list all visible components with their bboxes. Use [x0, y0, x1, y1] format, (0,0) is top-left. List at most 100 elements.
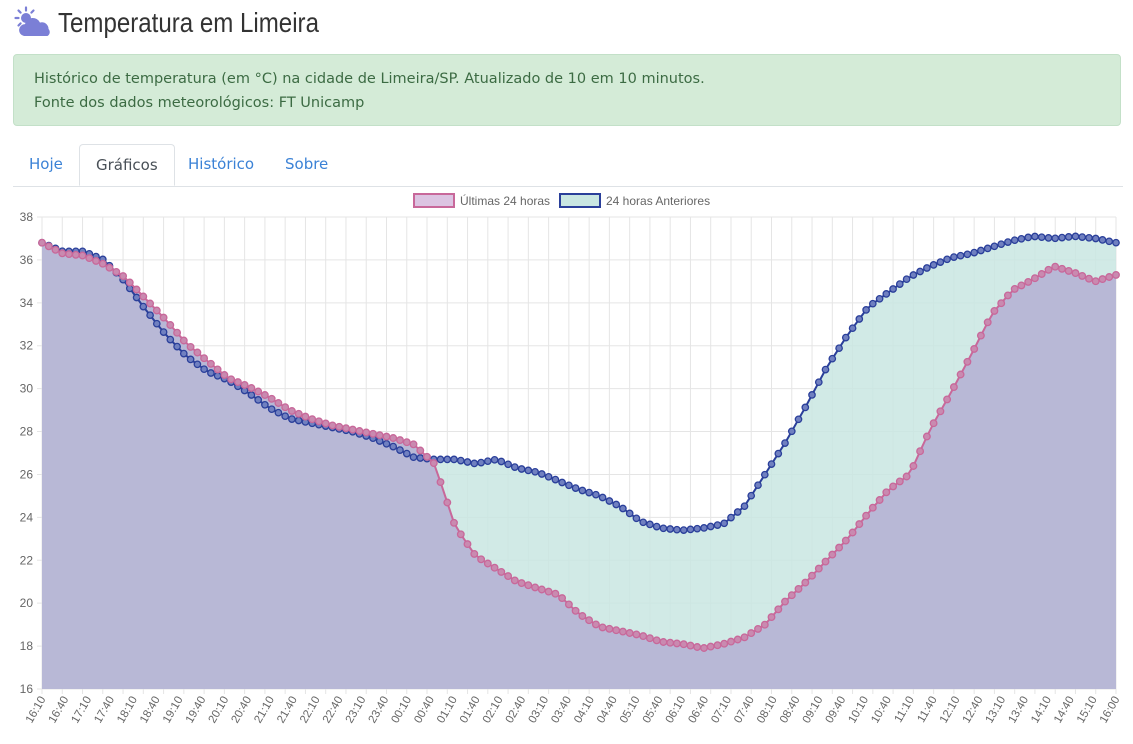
tab-historico[interactable]: Histórico [188, 155, 255, 173]
data-point [916, 447, 925, 456]
data-point [85, 254, 94, 263]
data-point [200, 365, 208, 374]
data-point [402, 449, 411, 458]
data-point [1098, 275, 1107, 284]
data-point [132, 293, 141, 302]
data-point [922, 432, 931, 441]
x-tick-label: 11:10 [893, 695, 917, 725]
data-point [1085, 274, 1093, 283]
y-tick-label: 38 [20, 210, 34, 224]
data-point [65, 250, 73, 259]
data-point [497, 457, 506, 466]
data-point [808, 391, 816, 399]
data-point [821, 557, 830, 566]
x-tick-label: 22:40 [321, 695, 346, 726]
x-tick-label: 18:40 [138, 695, 163, 726]
data-point [152, 306, 161, 315]
data-point [1091, 277, 1100, 286]
data-point [970, 344, 979, 353]
data-point [274, 408, 283, 417]
data-point [916, 267, 924, 276]
data-point [240, 380, 249, 389]
data-point [78, 251, 87, 260]
data-point [335, 422, 344, 431]
data-point [261, 400, 269, 409]
legend-swatch [413, 193, 455, 208]
data-point [889, 482, 898, 491]
x-tick-label: 06:40 [686, 695, 711, 726]
data-point [220, 371, 229, 379]
data-point [902, 472, 911, 481]
data-point [456, 530, 465, 539]
data-point [1024, 233, 1033, 242]
data-point [382, 439, 391, 448]
data-point [895, 477, 904, 486]
data-point [997, 299, 1006, 308]
data-point [794, 415, 803, 424]
data-point [747, 491, 756, 500]
page-header: Temperatura em Limeira [12, 0, 361, 46]
x-tick-label: 20:40 [229, 695, 254, 726]
y-tick-label: 34 [20, 296, 34, 310]
data-point [754, 481, 762, 490]
data-point [970, 248, 979, 257]
x-tick-label: 05:40 [641, 695, 666, 726]
data-point [186, 342, 195, 351]
data-point [929, 261, 938, 269]
data-point [287, 407, 296, 415]
x-tick-label: 04:40 [595, 695, 620, 726]
y-tick-label: 22 [20, 553, 34, 567]
nav-tabs: Hoje Gráficos Histórico Sobre [13, 144, 1123, 187]
y-tick-label: 32 [20, 339, 34, 353]
data-point [1064, 233, 1073, 241]
data-point [342, 424, 350, 433]
data-point [767, 613, 776, 622]
data-point [848, 324, 857, 333]
data-point [1010, 236, 1019, 245]
tab-hoje[interactable]: Hoje [29, 155, 63, 173]
x-tick-label: 00:10 [389, 695, 414, 726]
temperature-chart: 16 18 20 22 24 26 28 30 32 34 36 38 16:10 16:40 17:10 1… [0, 188, 1133, 740]
data-point [382, 432, 391, 441]
data-point [760, 620, 769, 629]
data-point [814, 564, 823, 573]
x-tick-label: 14:40 [1052, 695, 1077, 726]
x-tick-label: 18:10 [115, 695, 140, 726]
data-point [139, 292, 148, 301]
partly-cloudy-icon [14, 6, 50, 36]
data-point [517, 579, 526, 588]
data-point [321, 419, 330, 428]
x-tick-label: 23:40 [367, 695, 392, 726]
data-point [294, 416, 303, 425]
data-point [470, 459, 479, 468]
x-tick-label: 19:40 [184, 695, 209, 726]
tab-graficos[interactable]: Gráficos [79, 144, 175, 186]
data-point [254, 387, 263, 396]
tab-sobre[interactable]: Sobre [285, 155, 329, 173]
data-point [558, 594, 567, 603]
data-point [233, 378, 242, 387]
data-point [450, 518, 458, 527]
data-point [781, 439, 789, 447]
data-point [510, 576, 519, 585]
data-point [963, 357, 972, 366]
data-point [1098, 236, 1107, 244]
data-point [314, 417, 323, 426]
data-point [774, 449, 783, 458]
x-tick-label: 17:40 [92, 695, 117, 726]
x-tick-label: 12:10 [938, 695, 963, 726]
data-point [882, 290, 891, 298]
data-point [706, 642, 715, 651]
data-point [92, 256, 100, 265]
data-point [1071, 232, 1080, 241]
x-tick-label: 16:00 [1098, 695, 1123, 726]
data-point [517, 465, 526, 473]
data-point [551, 589, 560, 598]
data-point [423, 452, 431, 461]
x-tick-label: 07:10 [709, 695, 734, 726]
data-point [841, 536, 850, 545]
data-point [463, 540, 472, 549]
data-point [571, 606, 580, 615]
data-point [1003, 291, 1012, 300]
data-point [997, 240, 1006, 249]
